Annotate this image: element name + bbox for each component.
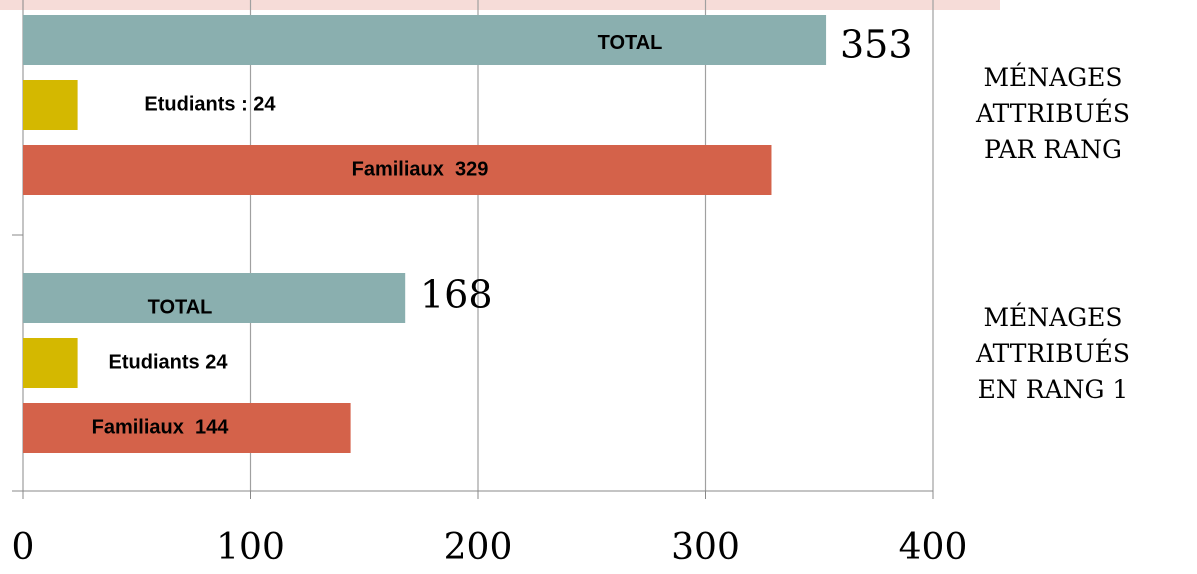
x-tick-label: 100 (216, 527, 285, 568)
bar (23, 145, 772, 195)
x-tick-label: 400 (899, 527, 968, 568)
x-tick-label: 0 (12, 527, 35, 568)
bar (23, 403, 351, 453)
data-label: 168 (420, 273, 493, 317)
series-label: TOTAL (598, 32, 663, 54)
header-strip (0, 0, 1000, 10)
category-label: MÉNAGES ATTRIBUÉS PAR RANG (975, 63, 1131, 164)
data-label: Familiaux 144 (92, 416, 230, 438)
category-label: MÉNAGES ATTRIBUÉS EN RANG 1 (975, 303, 1131, 404)
data-label: 353 (840, 23, 913, 67)
series-label: TOTAL (148, 296, 213, 318)
data-label: Etudiants : 24 (144, 93, 276, 115)
bar (23, 15, 827, 65)
bar (23, 273, 406, 323)
bar (23, 80, 78, 130)
x-tick-label: 200 (444, 527, 513, 568)
data-label: Familiaux 329 (352, 158, 489, 180)
x-tick-label: 300 (671, 527, 740, 568)
bar (23, 338, 78, 388)
data-label: Etudiants 24 (109, 351, 229, 373)
